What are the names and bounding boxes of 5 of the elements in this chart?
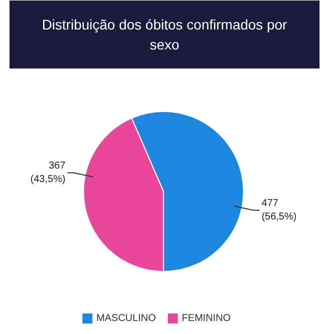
chart-title: Distribuição dos óbitos confirmados por sexo xyxy=(42,16,288,52)
legend-label: FEMININO xyxy=(182,313,231,324)
data-label: 477 (56,5%) xyxy=(262,198,297,222)
data-label: 367 (43,5%) xyxy=(30,160,66,185)
legend-label: MASCULINO xyxy=(96,313,156,324)
